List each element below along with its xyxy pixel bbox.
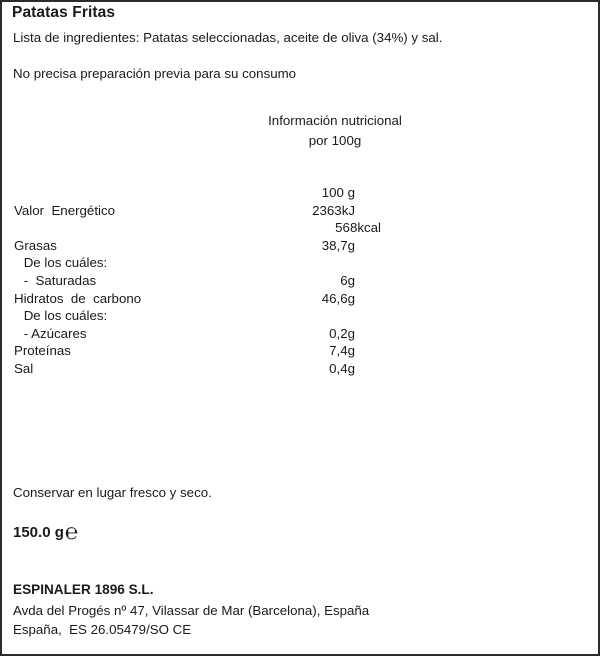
table-row: De los cuáles: (2, 255, 598, 274)
nutrient-label: Valor Energético (14, 202, 116, 218)
net-weight: 150.0 g℮ (13, 521, 78, 543)
nutrient-label: - Saturadas (20, 272, 97, 288)
net-weight-amount: 150.0 g (13, 524, 64, 541)
preparation-instructions: No precisa preparación previa para su co… (13, 66, 297, 81)
nutrient-label: Sal (14, 360, 34, 376)
nutrient-value: 46,6g (321, 290, 355, 306)
nutrient-value: 0,2g (329, 325, 355, 341)
table-row: 100 g (2, 185, 598, 204)
table-row: Valor Energético 2363kJ (2, 202, 598, 222)
nutrient-value: 100 g (321, 185, 355, 200)
nutrient-value: 568kcal (335, 220, 381, 236)
nutrient-label: Hidratos de carbono (14, 290, 142, 306)
nutrient-label: Grasas (14, 237, 57, 253)
company-address: Avda del Progés nº 47, Vilassar de Mar (… (13, 602, 370, 618)
table-row: 568kcal (2, 220, 598, 239)
table-row: - Azúcares 0,2g (2, 325, 598, 345)
table-row: Sal 0,4g (2, 360, 598, 380)
nutrient-label: Proteínas (14, 343, 71, 359)
company-registration-number: España, ES 26.05479/SO CE (13, 621, 192, 637)
table-row: - Saturadas 6g (2, 272, 598, 292)
storage-instructions: Conservar en lugar fresco y seco. (13, 485, 212, 500)
nutrient-label: - Azúcares (20, 325, 87, 341)
nutrition-heading-line-2: por 100g (308, 133, 362, 149)
estimated-sign-icon: ℮ (64, 519, 79, 544)
nutrition-heading: Información nutricional por 100g (172, 114, 498, 148)
table-row: Proteínas 7,4g (2, 343, 598, 362)
ingredients-list: Lista de ingredientes: Patatas seleccion… (13, 30, 443, 45)
nutrient-label: De los cuáles: (20, 255, 108, 271)
company-name: ESPINALER 1896 S.L. (13, 582, 154, 597)
nutrient-value: 2363kJ (312, 202, 355, 218)
nutrient-label: De los cuáles: (20, 308, 108, 324)
nutrient-value: 7,4g (329, 343, 355, 359)
nutrient-value: 0,4g (329, 360, 355, 376)
table-row: Hidratos de carbono 46,6g (2, 290, 598, 310)
nutrient-value: 38,7g (321, 237, 355, 253)
table-row: De los cuáles: (2, 308, 598, 327)
nutrition-table: 100 g Valor Energético 2363kJ 568kcal Grasas… (2, 185, 598, 380)
page-title: Patatas Fritas (12, 4, 116, 21)
nutrient-value: 6g (340, 272, 355, 288)
nutrition-heading-line-1: Información nutricional (268, 113, 402, 128)
table-row: Grasas 38,7g (2, 237, 598, 257)
company-block: ESPINALER 1896 S.L. Avda del Progés nº 4… (13, 583, 369, 636)
